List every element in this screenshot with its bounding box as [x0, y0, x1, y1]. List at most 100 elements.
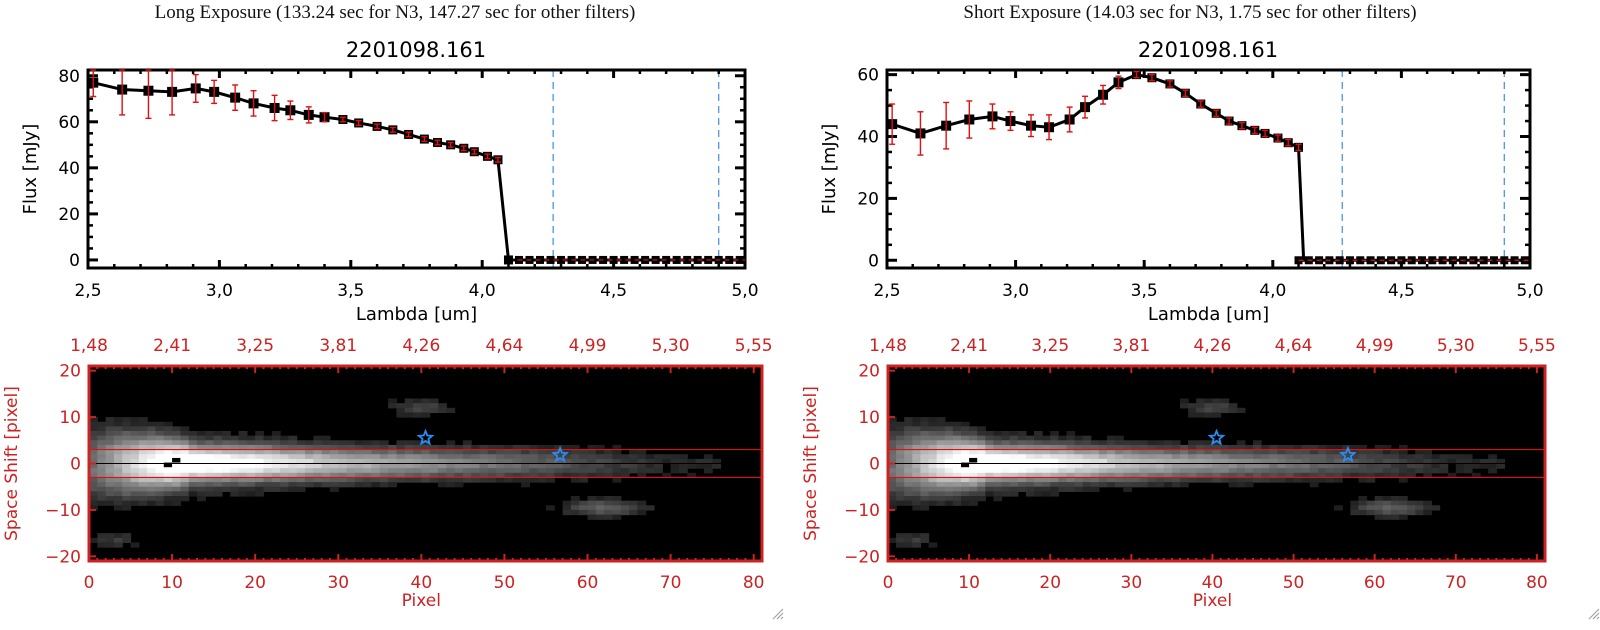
image-pixel [396, 444, 406, 451]
image-pixel [952, 500, 962, 506]
image-pixel [1423, 458, 1433, 465]
resize-grip-left[interactable] [770, 606, 784, 620]
image-pixel [678, 463, 688, 469]
image-pixel [554, 463, 564, 469]
image-pixel [952, 454, 962, 460]
image-pixel [1090, 486, 1100, 492]
image-pixel [1196, 403, 1205, 409]
image-pixel [595, 449, 605, 455]
image-pixel [188, 444, 198, 451]
image-pixel [263, 458, 273, 465]
image-pixel [221, 486, 231, 492]
image-pixel [329, 440, 339, 446]
image-pixel [1463, 463, 1473, 469]
image-pixel [1358, 444, 1368, 451]
image-pixel [89, 491, 98, 497]
image-pixel [1098, 477, 1108, 483]
image-pixel [1431, 454, 1441, 460]
image-pixel [363, 482, 373, 488]
image-pixel [1042, 477, 1051, 483]
image-pixel [512, 463, 522, 469]
image-pixel [904, 449, 913, 455]
image-pixel [1139, 454, 1149, 460]
image-pixel [172, 457, 181, 463]
image-pixel [1066, 482, 1076, 488]
image-pixel [936, 435, 946, 441]
image-pixel [230, 491, 240, 497]
image-pixel [1001, 449, 1011, 455]
image-pixel [396, 407, 406, 414]
image-pixel [1147, 482, 1157, 488]
image-pixel [138, 468, 148, 474]
image-pixel [346, 449, 356, 455]
image-pixel [1277, 463, 1287, 469]
image-pixel [595, 509, 605, 516]
image-pixel [912, 491, 922, 497]
image-pixel [163, 482, 173, 488]
image-pixel [545, 505, 555, 511]
image-pixel [1317, 449, 1327, 455]
image-pixel [296, 482, 306, 488]
image-pixel [969, 435, 978, 441]
image-pixel [1107, 477, 1116, 483]
image-pixel [896, 463, 905, 469]
image-pixel [1244, 463, 1254, 469]
image-pixel [1107, 482, 1116, 488]
image-pixel [977, 486, 986, 492]
image-pixel [130, 472, 140, 479]
image-pixel [138, 496, 148, 502]
image-pixel [629, 458, 638, 465]
image-pixel [1098, 454, 1108, 460]
x-tick-label: 5,0 [731, 281, 758, 301]
image-pixel [1180, 458, 1189, 465]
image-pixel [537, 454, 547, 460]
image-pixel [280, 454, 290, 460]
image-pixel [89, 444, 98, 451]
image-pixel [1042, 454, 1051, 460]
image-pixel [662, 472, 672, 479]
image-pixel [221, 431, 231, 437]
image-pixel [944, 435, 954, 441]
image-pixel [936, 440, 946, 446]
image-pixel [487, 463, 497, 469]
image-pixel [255, 482, 265, 488]
image-pixel [1253, 458, 1262, 465]
image-pixel [977, 449, 986, 455]
image-pixel [321, 454, 331, 460]
image-pixel [1050, 454, 1059, 460]
image-pixel [1423, 463, 1433, 469]
image-pixel [944, 449, 954, 455]
image-pixel [1171, 477, 1181, 483]
image-pixel [371, 454, 381, 460]
image-pixel [1390, 458, 1400, 465]
image-pixel [404, 403, 414, 409]
image-pixel [944, 463, 954, 469]
top-wavelength-tick-label: 2,41 [950, 336, 988, 356]
image-pixel [1196, 440, 1205, 446]
image-pixel [363, 444, 373, 451]
image-pixel [1204, 463, 1214, 469]
image-pixel [896, 537, 905, 544]
image-pixel [888, 440, 897, 446]
image-pixel [1163, 458, 1173, 465]
zero-flux-marker [1428, 256, 1437, 265]
image-pixel [1447, 458, 1457, 465]
image-pixel [952, 421, 962, 427]
image-pixel [188, 482, 198, 488]
image-pixel [346, 482, 356, 488]
resize-grip-right[interactable] [1586, 606, 1600, 620]
image-pixel [147, 431, 157, 437]
image-pixel [454, 482, 464, 488]
image-pixel [529, 444, 539, 451]
image-pixel [396, 454, 406, 460]
image-pixel [321, 444, 331, 451]
image-pixel [1034, 454, 1043, 460]
image-pixel [537, 472, 547, 479]
image-pixel [329, 482, 339, 488]
image-pixel [1382, 454, 1392, 460]
image-pixel [896, 486, 905, 492]
image-pixel [1017, 458, 1027, 465]
image-pixel [105, 542, 115, 548]
image-pixel [496, 463, 506, 469]
image-pixel [271, 444, 281, 451]
